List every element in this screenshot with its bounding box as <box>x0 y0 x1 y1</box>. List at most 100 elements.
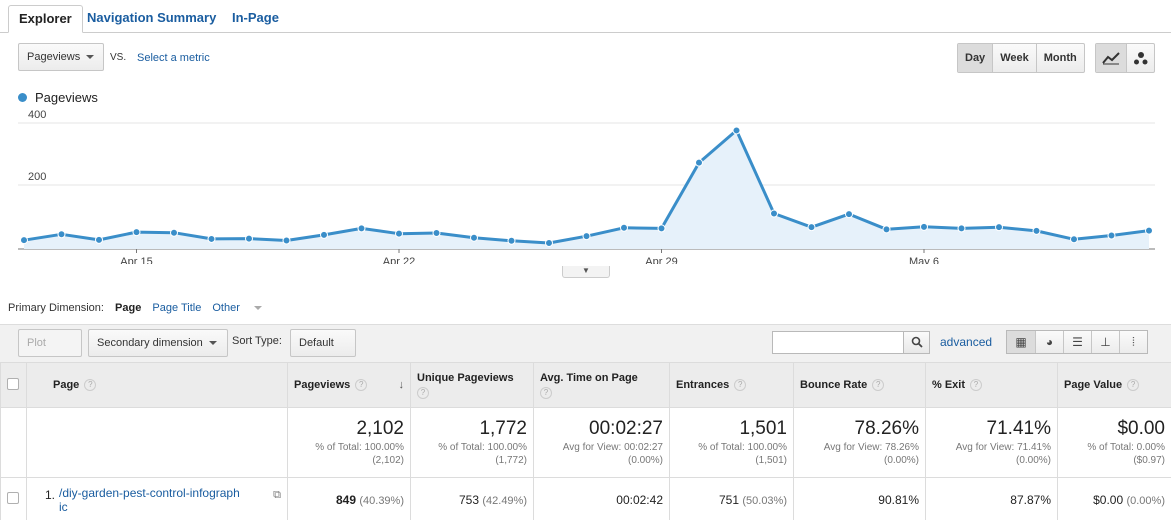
secondary-dimension-select[interactable]: Secondary dimension <box>88 329 228 357</box>
metric-select-value: Pageviews <box>27 51 81 63</box>
primary-dimension-bar: Primary Dimension: Page Page Title Other <box>8 302 278 314</box>
data-point[interactable] <box>920 222 928 231</box>
total-subtext: (0.00%) <box>1015 455 1051 466</box>
total-subtext: % of Total: 0.00% <box>1087 442 1165 453</box>
advanced-filter-link[interactable]: advanced <box>940 335 993 349</box>
data-point[interactable] <box>882 225 891 234</box>
comparison-view-icon[interactable]: ⊥ <box>1091 331 1119 353</box>
data-point[interactable] <box>732 126 741 135</box>
search-button[interactable] <box>903 332 929 353</box>
data-point[interactable] <box>245 234 253 243</box>
entrances-cell: 751 (50.03%) <box>669 477 794 520</box>
column-header-label: Unique Pageviews <box>417 371 514 384</box>
column-header-page[interactable]: Page? <box>26 362 288 408</box>
tab-navigation-summary[interactable]: Navigation Summary <box>87 10 217 25</box>
line-chart-icon[interactable] <box>1096 44 1126 72</box>
table-view-icon[interactable]: ▦ <box>1007 331 1035 353</box>
data-point[interactable] <box>132 228 141 237</box>
data-point[interactable] <box>470 233 478 242</box>
dimension-page-title[interactable]: Page Title <box>152 302 202 314</box>
column-header-label: Page Value <box>1064 378 1123 391</box>
x-tick-label: May 6 <box>909 256 939 264</box>
search-input[interactable] <box>773 332 903 353</box>
report-tabs: Explorer Navigation Summary In-Page <box>0 0 1171 33</box>
column-header-avg-time-on-page[interactable]: Avg. Time on Page? <box>533 362 670 408</box>
total-subtext: Avg for View: 78.26% <box>823 442 919 453</box>
metric-select[interactable]: Pageviews <box>18 43 104 71</box>
total-entrances: 1,501 % of Total: 100.00% (1,501) <box>669 407 794 478</box>
data-point[interactable] <box>995 223 1003 232</box>
sort-type-select[interactable]: Default <box>290 329 356 372</box>
open-page-icon[interactable]: ⧉ <box>273 488 281 501</box>
y-tick-label: 400 <box>28 109 46 121</box>
row-checkbox[interactable] <box>7 492 19 504</box>
pie-view-icon[interactable]: ◕ <box>1035 331 1063 353</box>
granularity-day-button[interactable]: Day <box>958 44 993 72</box>
data-point[interactable] <box>507 236 516 245</box>
motion-chart-icon[interactable] <box>1126 44 1154 72</box>
column-header-page-value[interactable]: Page Value? <box>1057 362 1171 408</box>
help-icon[interactable]: ? <box>734 379 747 392</box>
data-point[interactable] <box>582 232 591 241</box>
data-point[interactable] <box>845 210 853 219</box>
granularity-week-button[interactable]: Week <box>992 44 1036 72</box>
data-point[interactable] <box>207 234 216 243</box>
data-point[interactable] <box>1032 226 1041 235</box>
data-point[interactable] <box>57 230 66 239</box>
select-metric-link[interactable]: Select a metric <box>137 52 210 64</box>
table-view-toggle: ▦ ◕ ☰ ⊥ ⦙ <box>1006 330 1148 354</box>
granularity-month-button[interactable]: Month <box>1035 44 1084 72</box>
data-point[interactable] <box>1070 235 1078 244</box>
data-point[interactable] <box>545 238 553 247</box>
help-icon[interactable]: ? <box>84 379 97 392</box>
column-header-pageviews[interactable]: Pageviews? ↓ <box>287 362 411 408</box>
data-point[interactable] <box>657 224 666 233</box>
data-point[interactable] <box>1107 231 1116 240</box>
help-icon[interactable]: ? <box>355 379 368 392</box>
select-all-checkbox[interactable] <box>7 377 19 390</box>
total-subtext: Avg for View: 00:02:27 <box>562 442 663 453</box>
help-icon[interactable]: ? <box>970 379 983 392</box>
column-header-label: Page <box>53 378 80 391</box>
sort-type-value: Default <box>299 337 334 349</box>
page-cell: 1. /diy-garden-pest-control-infograph ic … <box>26 477 288 520</box>
collapse-chart-toggle[interactable]: ▼ <box>562 266 610 278</box>
page-link[interactable]: /diy-garden-pest-control-infograph ic <box>59 486 273 514</box>
data-point[interactable] <box>770 209 778 218</box>
column-header-exit[interactable]: % Exit? <box>925 362 1058 408</box>
tab-explorer[interactable]: Explorer <box>8 5 83 33</box>
data-point[interactable] <box>357 224 366 233</box>
data-point[interactable] <box>1145 226 1153 235</box>
total-subtext: ($0.97) <box>1133 455 1165 466</box>
data-point[interactable] <box>320 230 328 239</box>
dimension-other[interactable]: Other <box>212 302 270 314</box>
data-point[interactable] <box>432 229 441 238</box>
help-icon[interactable]: ? <box>872 379 885 392</box>
performance-view-icon[interactable]: ☰ <box>1063 331 1091 353</box>
column-header-label: Avg. Time on Page <box>540 371 638 384</box>
column-header-label: % Exit <box>932 378 966 391</box>
data-point[interactable] <box>395 229 403 238</box>
data-point[interactable] <box>695 158 703 167</box>
help-icon[interactable]: ? <box>540 386 552 399</box>
tab-in-page[interactable]: In-Page <box>232 10 279 25</box>
term-cloud-view-icon[interactable]: ⦙ <box>1119 331 1147 353</box>
help-icon[interactable]: ? <box>417 386 429 399</box>
cell-value: $0.00 <box>1093 492 1124 507</box>
data-point[interactable] <box>620 223 628 232</box>
plot-rows-button[interactable]: Plot Rows <box>18 329 82 375</box>
dimension-page[interactable]: Page <box>115 302 142 314</box>
data-point[interactable] <box>282 236 291 245</box>
x-tick-label: Apr 15 <box>120 256 152 264</box>
vs-label: VS. <box>110 52 127 63</box>
legend-label: Pageviews <box>35 90 98 105</box>
data-point[interactable] <box>807 223 816 232</box>
help-icon[interactable]: ? <box>1127 379 1140 392</box>
data-point[interactable] <box>957 224 966 233</box>
column-header-bounce-rate[interactable]: Bounce Rate? <box>793 362 926 408</box>
column-header-unique-pageviews[interactable]: Unique Pageviews? <box>410 362 534 408</box>
data-point[interactable] <box>170 228 178 237</box>
column-header-entrances[interactable]: Entrances? <box>669 362 794 408</box>
data-point[interactable] <box>95 235 103 244</box>
data-point[interactable] <box>20 236 28 245</box>
